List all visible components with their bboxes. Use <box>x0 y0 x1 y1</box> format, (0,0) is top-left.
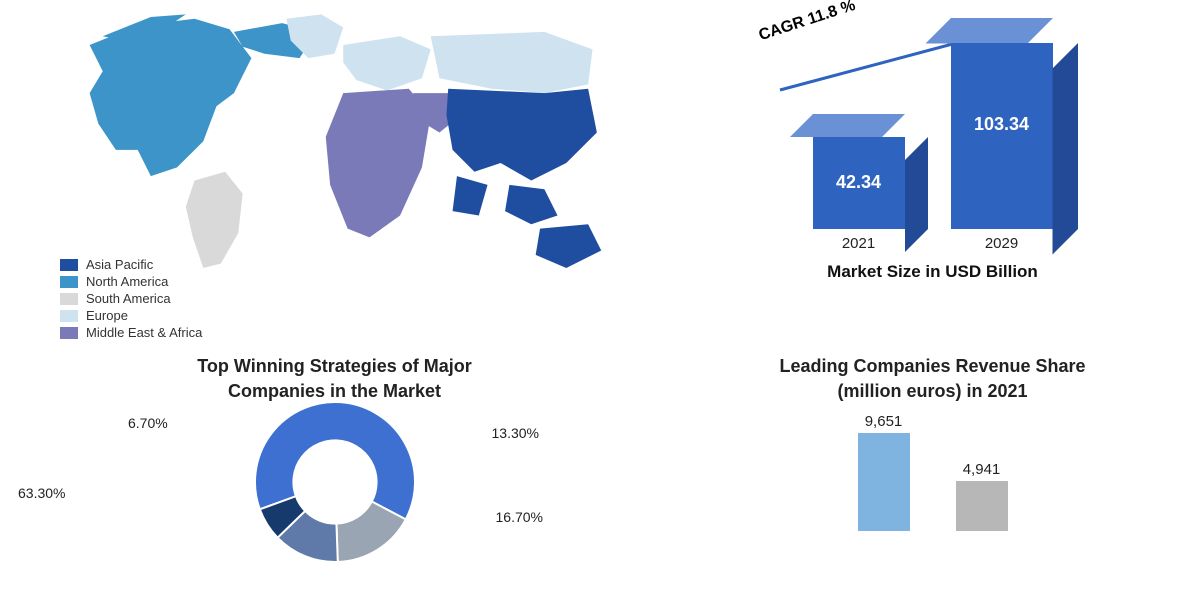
region-south-america <box>186 172 243 268</box>
growth-bar-2021: 42.34 2021 <box>813 137 905 252</box>
bar-year-label: 2029 <box>951 235 1053 252</box>
donut-chart: 63.30% 16.70% 13.30% 6.70% <box>10 407 659 557</box>
bar-year-label: 2021 <box>813 235 905 252</box>
bar-top-face <box>925 18 1053 44</box>
legend-item-asia-pacific: Asia Pacific <box>60 257 202 272</box>
revenue-value: 4,941 <box>963 461 1001 478</box>
legend-label: Europe <box>86 308 128 323</box>
strategies-donut-panel: Top Winning Strategies of Major Companie… <box>10 354 659 598</box>
donut-title-line1: Top Winning Strategies of Major <box>197 356 472 376</box>
donut-slice-label: 16.70% <box>496 509 543 525</box>
bar-side-face <box>905 137 928 252</box>
growth-bar-2029: 103.34 2029 <box>951 43 1053 252</box>
revenue-share-panel: Leading Companies Revenue Share (million… <box>667 354 1198 598</box>
map-legend: Asia Pacific North America South America… <box>60 257 202 340</box>
legend-item-north-america: North America <box>60 274 202 289</box>
legend-swatch <box>60 310 78 322</box>
revenue-title-line1: Leading Companies Revenue Share <box>779 356 1085 376</box>
donut-slice-label: 13.30% <box>492 425 539 441</box>
bar-front-face <box>951 43 1053 229</box>
donut-slice-label: 6.70% <box>128 415 168 431</box>
revenue-bar-2: 4,941 <box>956 461 1008 531</box>
legend-swatch <box>60 259 78 271</box>
bar-3d: 42.34 <box>813 137 905 229</box>
revenue-bar <box>956 481 1008 531</box>
axis-title: Market Size in USD Billion <box>827 262 1038 282</box>
region-mea <box>326 89 462 238</box>
legend-item-mea: Middle East & Africa <box>60 325 202 340</box>
donut-svg <box>250 397 420 567</box>
donut-slice-label: 63.30% <box>18 485 65 501</box>
legend-label: Asia Pacific <box>86 257 153 272</box>
legend-label: North America <box>86 274 168 289</box>
revenue-title-line2: (million euros) in 2021 <box>837 381 1027 401</box>
legend-swatch <box>60 276 78 288</box>
revenue-bars-row: 9,651 4,941 <box>858 421 1008 531</box>
bar-value: 42.34 <box>813 172 905 193</box>
world-map-svg <box>10 10 659 272</box>
world-map: Asia Pacific North America South America… <box>10 10 659 346</box>
region-europe <box>343 36 430 90</box>
revenue-bar <box>858 433 910 531</box>
revenue-bar-1: 9,651 <box>858 413 910 531</box>
donut-title: Top Winning Strategies of Major Companie… <box>197 354 472 403</box>
market-size-chart: CAGR 11.8 % 42.34 2021 <box>667 10 1198 346</box>
region-north-america <box>90 14 317 176</box>
revenue-title: Leading Companies Revenue Share (million… <box>779 354 1085 403</box>
growth-bars-row: CAGR 11.8 % 42.34 2021 <box>667 10 1198 252</box>
legend-swatch <box>60 327 78 339</box>
region-north-asia <box>431 32 593 93</box>
legend-label: Middle East & Africa <box>86 325 202 340</box>
bar-3d: 103.34 <box>951 43 1053 229</box>
legend-item-europe: Europe <box>60 308 202 323</box>
world-map-panel: Asia Pacific North America South America… <box>10 10 659 346</box>
region-asia-pacific <box>446 89 601 268</box>
legend-swatch <box>60 293 78 305</box>
legend-item-south-america: South America <box>60 291 202 306</box>
bar-top-face <box>790 114 905 137</box>
revenue-value: 9,651 <box>865 413 903 430</box>
legend-label: South America <box>86 291 171 306</box>
bar-value: 103.34 <box>951 114 1053 135</box>
bar-side-face <box>1053 43 1079 255</box>
cagr-label: CAGR 11.8 % <box>757 0 858 45</box>
